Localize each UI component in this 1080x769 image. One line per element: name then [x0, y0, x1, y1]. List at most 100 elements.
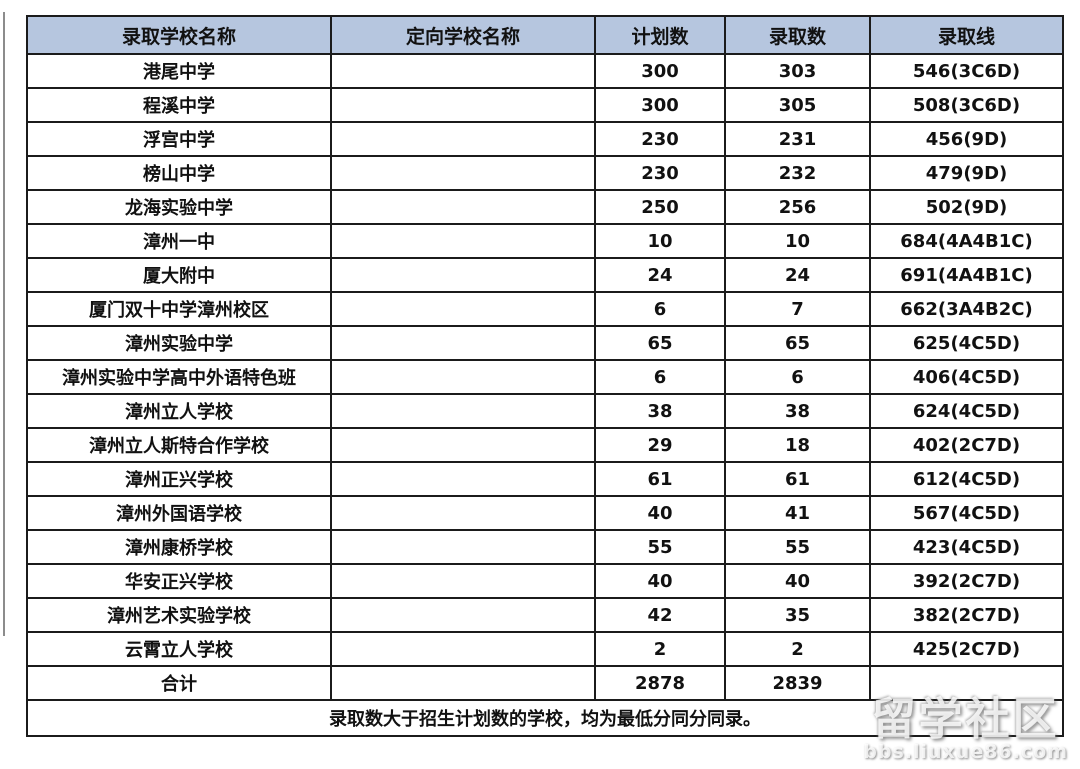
- admission-line-cell: 624(4C5D): [869, 393, 1064, 429]
- total-admitted-cell: 2839: [724, 665, 871, 701]
- admitted-count-cell: 40: [724, 563, 871, 599]
- table-row: 华安正兴学校 40 40 392(2C7D): [26, 563, 1064, 599]
- admission-line-cell: 456(9D): [869, 121, 1064, 157]
- directed-school-cell: [330, 121, 596, 157]
- admitted-count-cell: 65: [724, 325, 871, 361]
- directed-school-cell: [330, 495, 596, 531]
- admission-line-cell: 425(2C7D): [869, 631, 1064, 667]
- table-row: 龙海实验中学 250 256 502(9D): [26, 189, 1064, 225]
- admission-line-cell: 612(4C5D): [869, 461, 1064, 497]
- directed-school-cell: [330, 563, 596, 599]
- table-body: 港尾中学 300 303 546(3C6D) 程溪中学 300 305 508(3C6D) 浮宫…: [26, 53, 1064, 667]
- directed-school-cell: [330, 461, 596, 497]
- admission-line-cell: 479(9D): [869, 155, 1064, 191]
- directed-school-cell: [330, 427, 596, 463]
- table-row: 程溪中学 300 305 508(3C6D): [26, 87, 1064, 123]
- total-row: 合计 2878 2839: [26, 665, 1064, 701]
- admission-line-cell: 691(4A4B1C): [869, 257, 1064, 293]
- directed-school-cell: [330, 291, 596, 327]
- admission-line-cell: 423(4C5D): [869, 529, 1064, 565]
- table-row: 云霄立人学校 2 2 425(2C7D): [26, 631, 1064, 667]
- plan-count-cell: 42: [594, 597, 726, 633]
- plan-count-cell: 29: [594, 427, 726, 463]
- admission-line-cell: 567(4C5D): [869, 495, 1064, 531]
- school-name-cell: 漳州立人斯特合作学校: [26, 427, 332, 463]
- admission-line-cell: 402(2C7D): [869, 427, 1064, 463]
- admitted-count-cell: 10: [724, 223, 871, 259]
- scan-edge-artifact: [3, 12, 5, 636]
- school-name-cell: 华安正兴学校: [26, 563, 332, 599]
- directed-school-cell: [330, 325, 596, 361]
- school-name-cell: 龙海实验中学: [26, 189, 332, 225]
- table-row: 漳州实验中学高中外语特色班 6 6 406(4C5D): [26, 359, 1064, 395]
- plan-count-cell: 300: [594, 87, 726, 123]
- school-name-cell: 漳州艺术实验学校: [26, 597, 332, 633]
- header-row: 录取学校名称 定向学校名称 计划数 录取数 录取线: [26, 15, 1064, 55]
- admitted-count-cell: 6: [724, 359, 871, 395]
- directed-school-cell: [330, 257, 596, 293]
- school-name-cell: 港尾中学: [26, 53, 332, 89]
- plan-count-cell: 10: [594, 223, 726, 259]
- header-admission-school: 录取学校名称: [26, 15, 332, 55]
- total-directed-cell: [330, 665, 596, 701]
- admitted-count-cell: 35: [724, 597, 871, 633]
- directed-school-cell: [330, 359, 596, 395]
- school-name-cell: 浮宫中学: [26, 121, 332, 157]
- directed-school-cell: [330, 53, 596, 89]
- plan-count-cell: 38: [594, 393, 726, 429]
- watermark-subtitle: bbs.liuxue86.com: [863, 741, 1068, 764]
- plan-count-cell: 230: [594, 155, 726, 191]
- directed-school-cell: [330, 87, 596, 123]
- school-name-cell: 厦大附中: [26, 257, 332, 293]
- total-line-cell: [869, 665, 1064, 701]
- admission-line-cell: 502(9D): [869, 189, 1064, 225]
- directed-school-cell: [330, 189, 596, 225]
- directed-school-cell: [330, 155, 596, 191]
- plan-count-cell: 250: [594, 189, 726, 225]
- table-row: 厦门双十中学漳州校区 6 7 662(3A4B2C): [26, 291, 1064, 327]
- plan-count-cell: 40: [594, 563, 726, 599]
- school-name-cell: 云霄立人学校: [26, 631, 332, 667]
- admitted-count-cell: 303: [724, 53, 871, 89]
- school-name-cell: 漳州一中: [26, 223, 332, 259]
- admission-line-cell: 406(4C5D): [869, 359, 1064, 395]
- table-row: 漳州正兴学校 61 61 612(4C5D): [26, 461, 1064, 497]
- admitted-count-cell: 61: [724, 461, 871, 497]
- plan-count-cell: 24: [594, 257, 726, 293]
- total-plan-cell: 2878: [594, 665, 726, 701]
- table-row: 漳州外国语学校 40 41 567(4C5D): [26, 495, 1064, 531]
- admitted-count-cell: 305: [724, 87, 871, 123]
- admission-line-cell: 625(4C5D): [869, 325, 1064, 361]
- header-admitted-count: 录取数: [724, 15, 871, 55]
- plan-count-cell: 40: [594, 495, 726, 531]
- directed-school-cell: [330, 393, 596, 429]
- total-label-cell: 合计: [26, 665, 332, 701]
- table-row: 漳州康桥学校 55 55 423(4C5D): [26, 529, 1064, 565]
- plan-count-cell: 65: [594, 325, 726, 361]
- admitted-count-cell: 24: [724, 257, 871, 293]
- directed-school-cell: [330, 529, 596, 565]
- school-name-cell: 榜山中学: [26, 155, 332, 191]
- table-row: 漳州艺术实验学校 42 35 382(2C7D): [26, 597, 1064, 633]
- admission-line-cell: 392(2C7D): [869, 563, 1064, 599]
- footnote-row: 录取数大于招生计划数的学校，均为最低分同分同录。: [26, 699, 1064, 737]
- school-name-cell: 厦门双十中学漳州校区: [26, 291, 332, 327]
- footnote-cell: 录取数大于招生计划数的学校，均为最低分同分同录。: [26, 699, 1064, 737]
- table-row: 漳州实验中学 65 65 625(4C5D): [26, 325, 1064, 361]
- school-name-cell: 漳州实验中学: [26, 325, 332, 361]
- header-directed-school: 定向学校名称: [330, 15, 596, 55]
- admission-line-cell: 508(3C6D): [869, 87, 1064, 123]
- table-row: 榜山中学 230 232 479(9D): [26, 155, 1064, 191]
- header-plan-count: 计划数: [594, 15, 726, 55]
- table-row: 漳州立人学校 38 38 624(4C5D): [26, 393, 1064, 429]
- admission-line-cell: 662(3A4B2C): [869, 291, 1064, 327]
- admitted-count-cell: 231: [724, 121, 871, 157]
- admission-line-cell: 546(3C6D): [869, 53, 1064, 89]
- plan-count-cell: 55: [594, 529, 726, 565]
- admission-line-cell: 382(2C7D): [869, 597, 1064, 633]
- admitted-count-cell: 38: [724, 393, 871, 429]
- admitted-count-cell: 2: [724, 631, 871, 667]
- table-row: 漳州一中 10 10 684(4A4B1C): [26, 223, 1064, 259]
- directed-school-cell: [330, 631, 596, 667]
- school-name-cell: 漳州康桥学校: [26, 529, 332, 565]
